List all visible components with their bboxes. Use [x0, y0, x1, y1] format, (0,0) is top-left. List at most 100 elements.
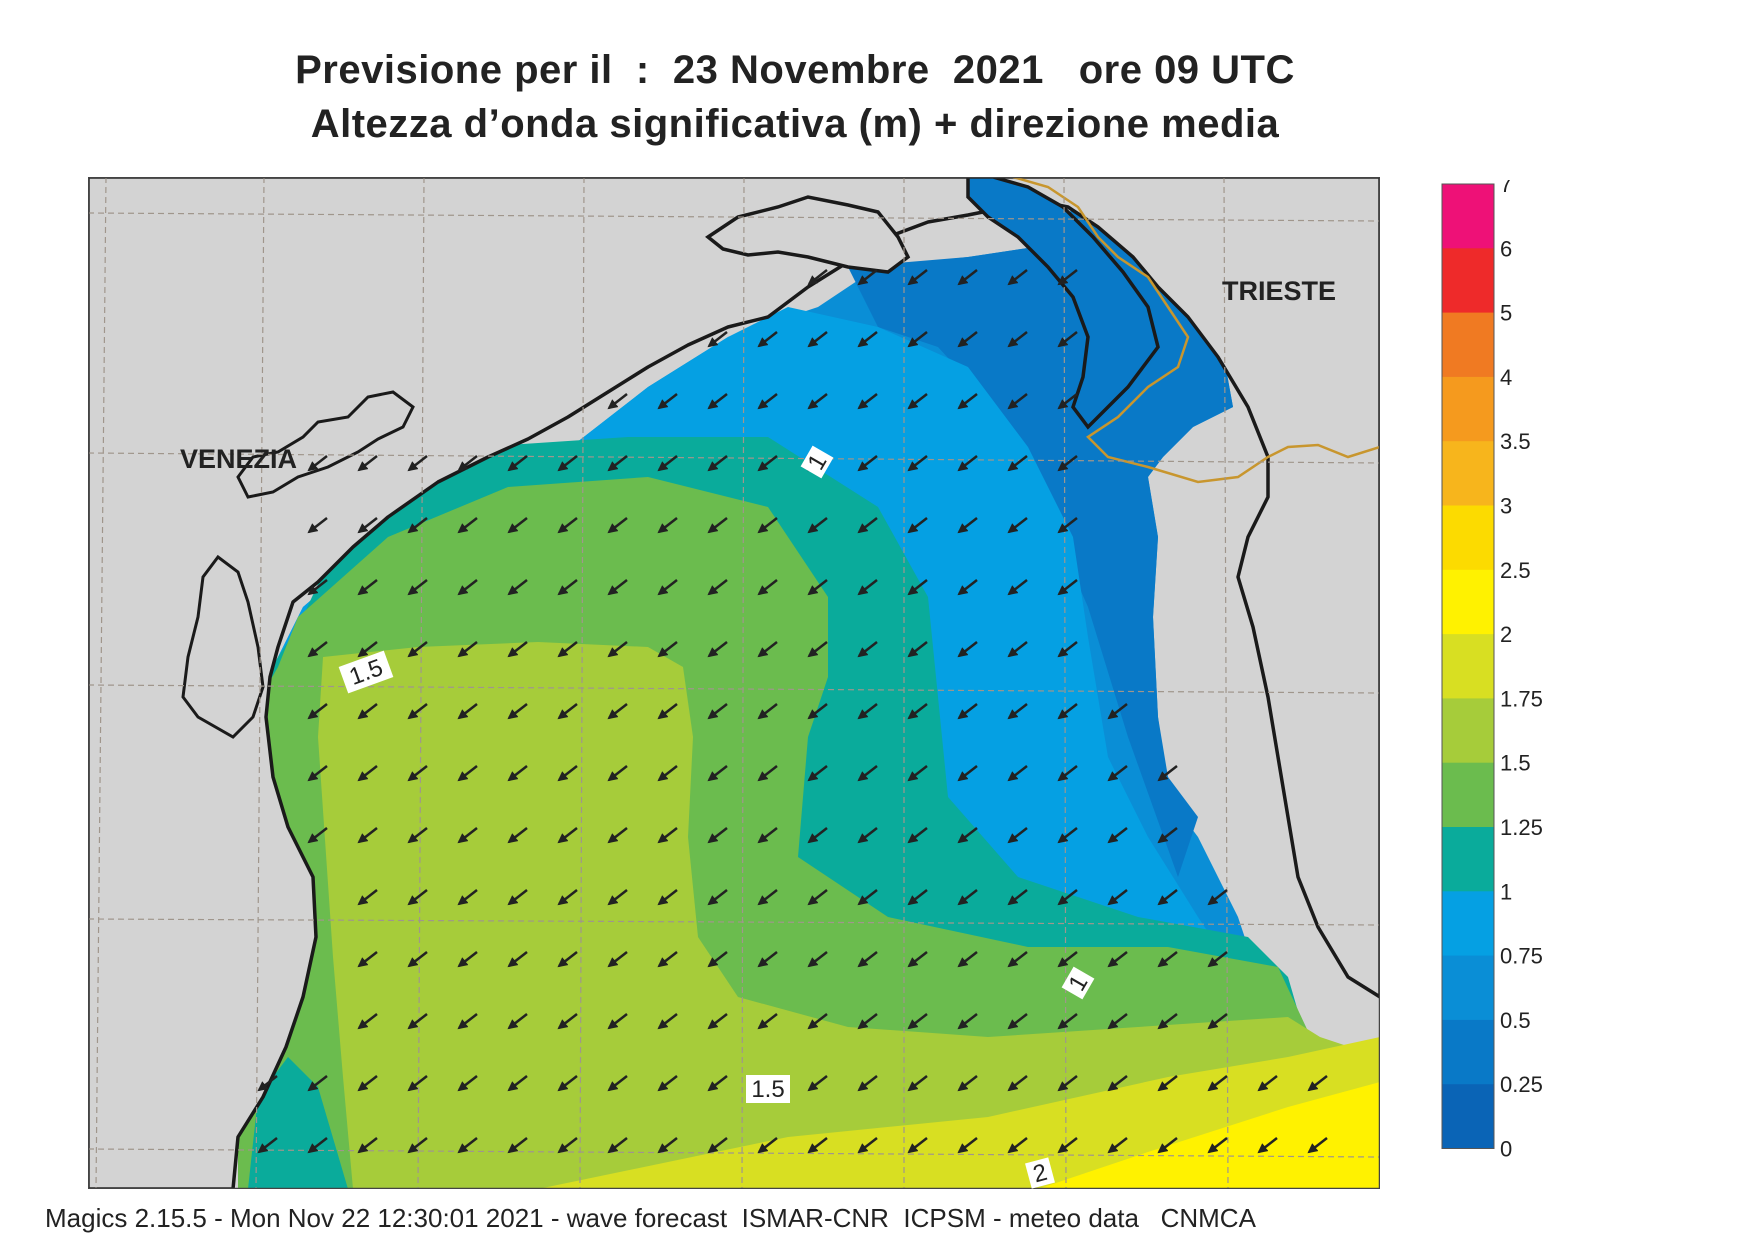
wave-direction-arrow — [657, 703, 678, 720]
wave-direction-arrow — [557, 455, 578, 472]
wave-direction-arrow — [657, 1075, 678, 1092]
wave-direction-arrow — [707, 1075, 728, 1092]
wave-direction-arrow — [607, 517, 628, 534]
wave-direction-arrow — [557, 517, 578, 534]
wave-direction-arrow — [857, 331, 878, 348]
wave-direction-arrow — [857, 393, 878, 410]
wave-direction-arrow — [1007, 269, 1028, 286]
wave-direction-arrow — [957, 455, 978, 472]
footer-credits: Magics 2.15.5 - Mon Nov 22 12:30:01 2021… — [45, 1203, 1256, 1233]
colorbar-frame — [1441, 183, 1495, 1149]
wave-direction-arrow — [1207, 889, 1228, 906]
colorbar-tick-label: 0.75 — [1500, 944, 1543, 969]
wave-direction-arrow — [307, 579, 328, 596]
wave-direction-arrow — [307, 455, 328, 472]
colorbar-block — [1442, 955, 1494, 1021]
wave-direction-arrow — [357, 1075, 378, 1092]
wave-direction-arrow — [307, 1075, 328, 1092]
wave-direction-arrow — [1207, 1137, 1228, 1154]
wave-direction-arrow — [1107, 1137, 1128, 1154]
wave-direction-arrow — [757, 331, 778, 348]
wave-direction-arrow — [807, 1013, 828, 1030]
wave-direction-arrow — [857, 951, 878, 968]
wave-direction-arrow — [807, 269, 828, 286]
wave-direction-arrow — [457, 1137, 478, 1154]
wave-direction-arrow — [707, 393, 728, 410]
wave-direction-arrow — [357, 1013, 378, 1030]
wave-direction-arrow — [257, 1137, 278, 1154]
wave-direction-arrow — [557, 703, 578, 720]
wave-direction-arrow — [457, 951, 478, 968]
colorbar-block — [1442, 1084, 1494, 1149]
wave-direction-arrow — [457, 765, 478, 782]
colorbar-tick-label: 4 — [1500, 365, 1512, 390]
colorbar-tick-label: 0.25 — [1500, 1072, 1543, 1097]
wave-direction-arrow — [1057, 827, 1078, 844]
wave-direction-arrow — [307, 703, 328, 720]
wave-direction-arrow — [857, 455, 878, 472]
wave-direction-arrow — [757, 951, 778, 968]
contour-label: 2 — [1025, 1157, 1055, 1189]
colorbar-tick-label: 1.75 — [1500, 686, 1543, 711]
wave-direction-arrow — [757, 517, 778, 534]
wave-direction-arrow — [607, 765, 628, 782]
colorbar-tick-label: 5 — [1500, 301, 1512, 326]
wave-direction-arrow — [807, 1075, 828, 1092]
wave-direction-arrow — [1007, 1137, 1028, 1154]
wave-direction-arrow — [707, 641, 728, 658]
wave-direction-arrow — [607, 1075, 628, 1092]
land-venice-lagoon — [181, 554, 265, 739]
wave-direction-arrow — [1107, 1013, 1128, 1030]
wave-direction-arrow — [1107, 951, 1128, 968]
wave-direction-arrow — [957, 703, 978, 720]
wave-direction-arrow — [1157, 1075, 1178, 1092]
wave-direction-arrow — [707, 889, 728, 906]
wave-direction-arrow — [907, 455, 928, 472]
colorbar-block — [1442, 827, 1494, 892]
colorbar-tick-label: 1.5 — [1500, 751, 1531, 776]
wave-direction-arrow — [657, 1137, 678, 1154]
wave-map: VENEZIA TRIESTE 1 1 1.5 1.5 2 — [88, 177, 1380, 1189]
wave-direction-arrow — [707, 455, 728, 472]
wave-direction-arrow — [907, 889, 928, 906]
colorbar-block — [1442, 312, 1494, 378]
wave-direction-arrow — [757, 641, 778, 658]
wave-direction-arrow — [757, 1013, 778, 1030]
wave-direction-arrow — [957, 393, 978, 410]
wave-direction-arrow — [957, 765, 978, 782]
wave-direction-arrow — [507, 1013, 528, 1030]
wave-direction-arrow — [1257, 1137, 1278, 1154]
title-line-2: Altezza d’onda significativa (m) + direz… — [310, 102, 1280, 146]
wave-direction-arrow — [357, 765, 378, 782]
colorbar-tick-label: 0.5 — [1500, 1008, 1531, 1033]
wave-direction-arrow — [557, 765, 578, 782]
wave-direction-arrow — [1107, 765, 1128, 782]
wave-direction-arrow — [857, 827, 878, 844]
wave-direction-arrow — [1007, 1075, 1028, 1092]
wave-direction-arrow — [857, 1137, 878, 1154]
wave-direction-arrow — [557, 1137, 578, 1154]
gulf-of-trieste — [966, 177, 1160, 430]
wave-direction-arrow — [807, 765, 828, 782]
wave-direction-arrow — [857, 1013, 878, 1030]
wave-direction-arrow — [657, 889, 678, 906]
wave-direction-arrow — [1007, 1013, 1028, 1030]
wave-direction-arrow — [357, 579, 378, 596]
wave-direction-arrow — [907, 703, 928, 720]
wave-direction-arrow — [907, 331, 928, 348]
wave-direction-arrow — [807, 827, 828, 844]
title-line-1: Previsione per il : 23 Novembre 2021 ore… — [295, 48, 1295, 92]
wave-direction-arrow — [407, 703, 428, 720]
wave-direction-arrow — [1007, 827, 1028, 844]
wave-direction-arrow — [857, 1075, 878, 1092]
wave-direction-arrow — [807, 951, 828, 968]
wave-direction-arrow — [1057, 703, 1078, 720]
wave-direction-arrow — [457, 889, 478, 906]
colorbar-block — [1442, 634, 1494, 699]
wave-direction-arrow — [807, 331, 828, 348]
wave-direction-arrow — [1057, 579, 1078, 596]
wave-direction-arrow — [407, 579, 428, 596]
wave-direction-arrow — [457, 579, 478, 596]
colorbar-tick-label: 1 — [1500, 879, 1512, 904]
wave-direction-arrow — [1007, 765, 1028, 782]
